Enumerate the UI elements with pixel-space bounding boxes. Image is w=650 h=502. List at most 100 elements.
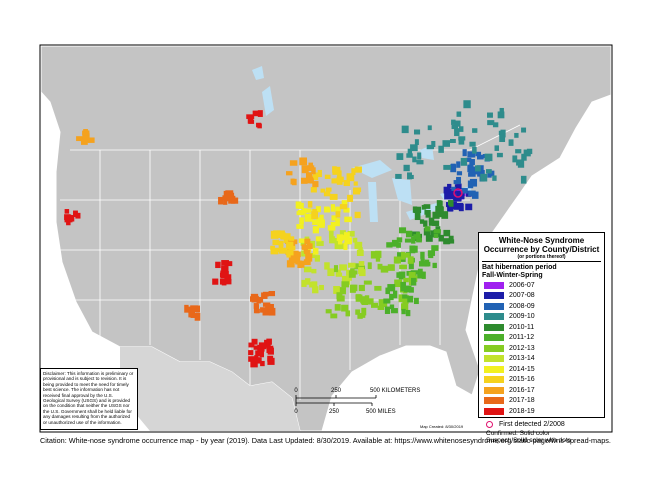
county-patch [377,263,383,270]
county-patch [346,173,355,182]
county-patch [248,116,254,121]
county-patch [517,160,525,168]
county-patch [262,309,270,316]
county-patch [443,238,450,245]
county-patch [487,112,493,118]
county-patch [270,248,279,255]
county-patch [433,233,439,238]
scale-label: 0 [294,409,298,415]
legend-swatch [484,292,504,300]
county-patch [409,245,416,254]
county-patch [268,291,276,297]
county-patch [515,149,522,154]
county-patch [296,211,305,216]
county-patch [414,139,419,145]
first-detected: First detected 2/2008 [482,420,601,431]
county-patch [432,211,440,219]
county-patch [462,149,467,157]
county-patch [361,300,368,305]
county-patch [431,140,436,147]
county-patch [469,159,475,166]
county-patch [266,345,274,354]
legend-label: 2014-15 [509,365,535,373]
county-patch [221,265,229,272]
county-patch [292,178,297,186]
county-patch [352,189,361,195]
county-patch [337,170,342,178]
county-patch [444,192,451,200]
county-patch [407,148,413,155]
county-patch [218,196,224,205]
county-patch [255,357,262,364]
county-patch [449,200,454,207]
county-patch [433,229,441,234]
county-patch [420,251,425,259]
county-patch [520,175,527,184]
county-patch [398,273,405,278]
county-patch [308,162,313,170]
county-patch [261,292,268,299]
county-patch [371,302,378,308]
county-patch [333,286,341,294]
county-patch [485,169,492,174]
legend-item: 2011-12 [482,333,601,344]
county-patch [514,132,519,138]
county-patch [280,232,286,240]
county-patch [286,249,294,256]
county-patch [492,122,499,128]
county-patch [278,249,287,254]
county-patch [224,274,232,282]
county-patch [288,253,295,262]
county-patch [476,154,484,160]
county-patch [339,204,348,210]
county-patch [299,157,308,166]
county-patch [329,193,338,200]
county-patch [475,151,482,157]
county-patch [416,237,422,243]
county-patch [351,168,356,176]
legend-label: 2011-12 [509,334,535,342]
county-patch [87,137,95,143]
county-patch [304,178,312,184]
county-patch [512,155,518,163]
county-patch [286,171,293,176]
county-patch [251,338,258,345]
county-patch [438,145,444,153]
county-patch [363,280,372,285]
county-patch [395,173,402,179]
county-patch [80,138,88,145]
county-patch [231,197,239,204]
county-patch [370,251,376,259]
county-patch [286,260,295,268]
county-patch [432,262,437,269]
county-patch [315,236,322,242]
county-patch [336,176,344,183]
county-patch [417,271,422,279]
county-patch [497,111,505,119]
period-title: Bat hibernation period [482,264,557,271]
county-patch [408,277,413,286]
county-patch [319,284,324,291]
scale-label: 500 MILES [366,409,396,415]
county-patch [315,206,321,213]
legend-swatch [484,365,504,373]
legend-swatch [484,313,504,321]
county-patch [312,181,319,188]
county-patch [301,165,309,174]
county-patch [439,206,444,214]
county-patch [309,178,314,184]
county-patch [443,186,451,194]
county-patch [508,139,514,146]
county-patch [468,172,476,177]
scale-label: 0 [294,388,298,394]
legend-label: 2013-14 [509,355,535,363]
county-patch [386,242,393,248]
county-patch [248,350,254,356]
county-patch [436,200,442,207]
legend-swatch [484,344,504,352]
county-patch [359,285,364,291]
county-patch [453,180,462,185]
county-patch [194,312,201,321]
county-patch [223,190,230,197]
county-patch [304,238,310,245]
